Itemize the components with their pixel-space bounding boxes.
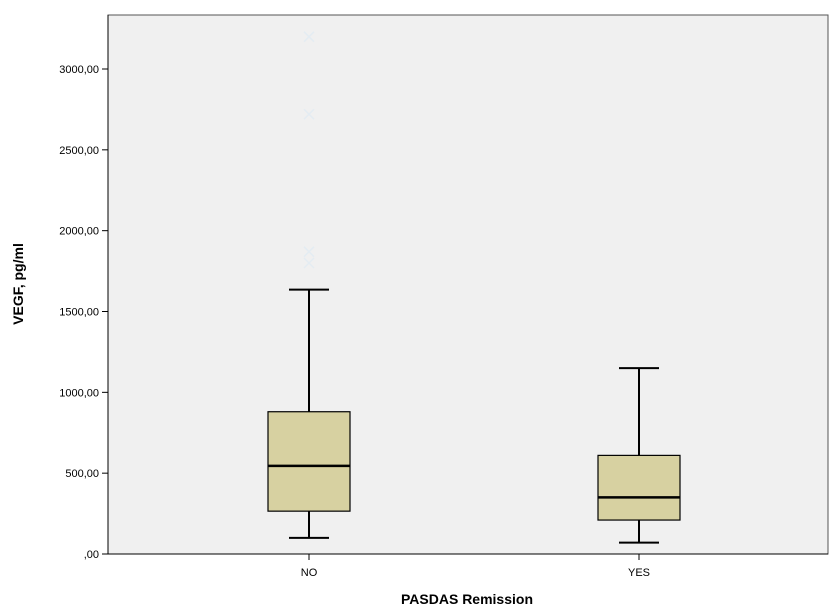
x-tick-label-no: NO xyxy=(301,567,318,579)
box-iqr xyxy=(267,411,351,512)
y-tick-label: 3000,00 xyxy=(59,64,99,76)
y-tick-label: 500,00 xyxy=(65,468,99,480)
x-tick-label-yes: YES xyxy=(628,567,650,579)
outlier-point xyxy=(303,257,315,269)
x-axis: NO YES xyxy=(108,553,828,579)
y-tick-label: ,00 xyxy=(84,549,99,561)
box-no xyxy=(267,31,351,539)
box-yes xyxy=(597,367,681,544)
y-axis-title: VEGF, pg/ml xyxy=(10,243,26,325)
y-tick-label: 2000,00 xyxy=(59,226,99,238)
outlier-point xyxy=(303,31,315,43)
outlier-point xyxy=(303,246,315,258)
plot-area xyxy=(107,14,829,555)
y-tick-label: 1500,00 xyxy=(59,307,99,319)
y-axis: ,00 500,00 1000,00 1500,00 2000,00 2500,00 300… xyxy=(59,15,109,561)
y-tick-label: 1000,00 xyxy=(59,387,99,399)
box-iqr xyxy=(597,454,681,521)
outlier-point xyxy=(303,108,315,120)
boxes xyxy=(267,31,681,544)
y-tick-label: 2500,00 xyxy=(59,145,99,157)
x-axis-title: PASDAS Remission xyxy=(401,591,533,607)
